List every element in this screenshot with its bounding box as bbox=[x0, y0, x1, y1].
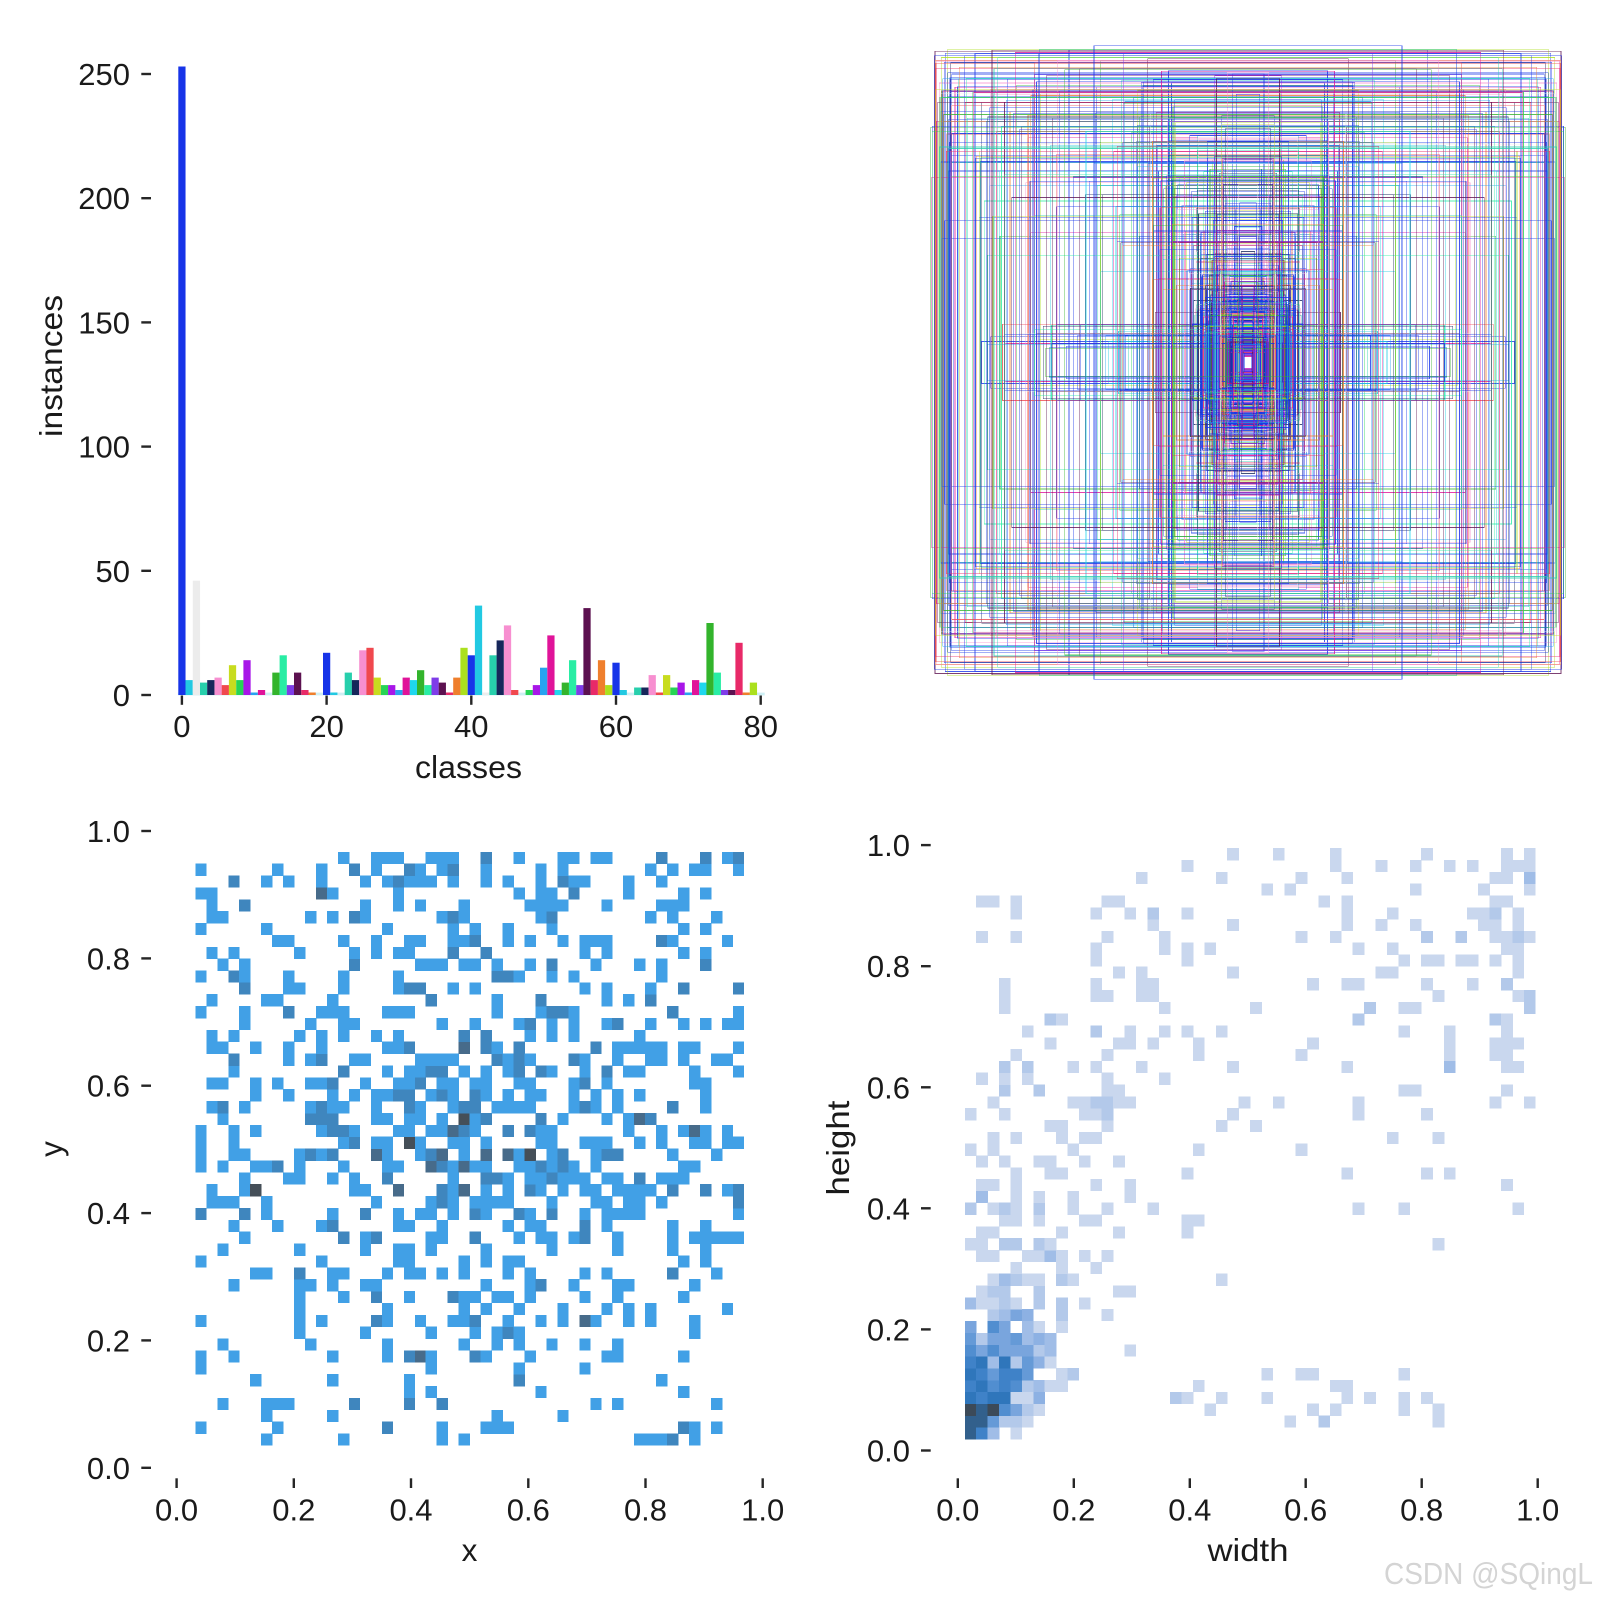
svg-text:0.8: 0.8 bbox=[1400, 1493, 1443, 1528]
svg-text:y: y bbox=[33, 1141, 69, 1157]
svg-text:0.6: 0.6 bbox=[507, 1493, 550, 1528]
svg-text:height: height bbox=[820, 1100, 856, 1195]
svg-text:0.8: 0.8 bbox=[867, 949, 910, 984]
svg-text:1.0: 1.0 bbox=[867, 828, 910, 863]
svg-text:CSDN @SQingL: CSDN @SQingL bbox=[1384, 1556, 1593, 1591]
svg-text:80: 80 bbox=[743, 709, 777, 744]
svg-text:200: 200 bbox=[78, 181, 130, 216]
svg-text:instances: instances bbox=[33, 295, 69, 437]
svg-text:40: 40 bbox=[454, 709, 488, 744]
svg-text:0: 0 bbox=[113, 678, 130, 713]
svg-text:20: 20 bbox=[309, 709, 343, 744]
svg-text:0.8: 0.8 bbox=[624, 1493, 667, 1528]
svg-text:0.6: 0.6 bbox=[867, 1070, 910, 1105]
svg-text:1.0: 1.0 bbox=[87, 814, 130, 849]
svg-text:0.6: 0.6 bbox=[1284, 1493, 1327, 1528]
svg-text:0.2: 0.2 bbox=[1052, 1493, 1095, 1528]
svg-text:0.0: 0.0 bbox=[87, 1451, 130, 1486]
svg-text:0: 0 bbox=[173, 709, 190, 744]
svg-text:x: x bbox=[462, 1532, 478, 1568]
svg-text:0.2: 0.2 bbox=[867, 1312, 910, 1347]
svg-text:0.4: 0.4 bbox=[1168, 1493, 1211, 1528]
svg-text:0.4: 0.4 bbox=[389, 1493, 432, 1528]
svg-text:60: 60 bbox=[599, 709, 633, 744]
svg-text:250: 250 bbox=[78, 57, 130, 92]
svg-text:0.2: 0.2 bbox=[87, 1323, 130, 1358]
svg-text:0.6: 0.6 bbox=[87, 1069, 130, 1104]
svg-text:100: 100 bbox=[78, 430, 130, 465]
svg-text:classes: classes bbox=[415, 749, 522, 785]
svg-text:1.0: 1.0 bbox=[1516, 1493, 1559, 1528]
svg-text:0.4: 0.4 bbox=[87, 1196, 130, 1231]
svg-text:0.0: 0.0 bbox=[867, 1434, 910, 1469]
svg-text:1.0: 1.0 bbox=[741, 1493, 784, 1528]
svg-text:0.2: 0.2 bbox=[272, 1493, 315, 1528]
svg-text:0.0: 0.0 bbox=[155, 1493, 198, 1528]
svg-text:0.0: 0.0 bbox=[936, 1493, 979, 1528]
svg-text:width: width bbox=[1206, 1532, 1288, 1568]
svg-text:0.4: 0.4 bbox=[867, 1191, 910, 1226]
svg-text:50: 50 bbox=[96, 554, 130, 589]
svg-text:0.8: 0.8 bbox=[87, 941, 130, 976]
svg-text:150: 150 bbox=[78, 305, 130, 340]
